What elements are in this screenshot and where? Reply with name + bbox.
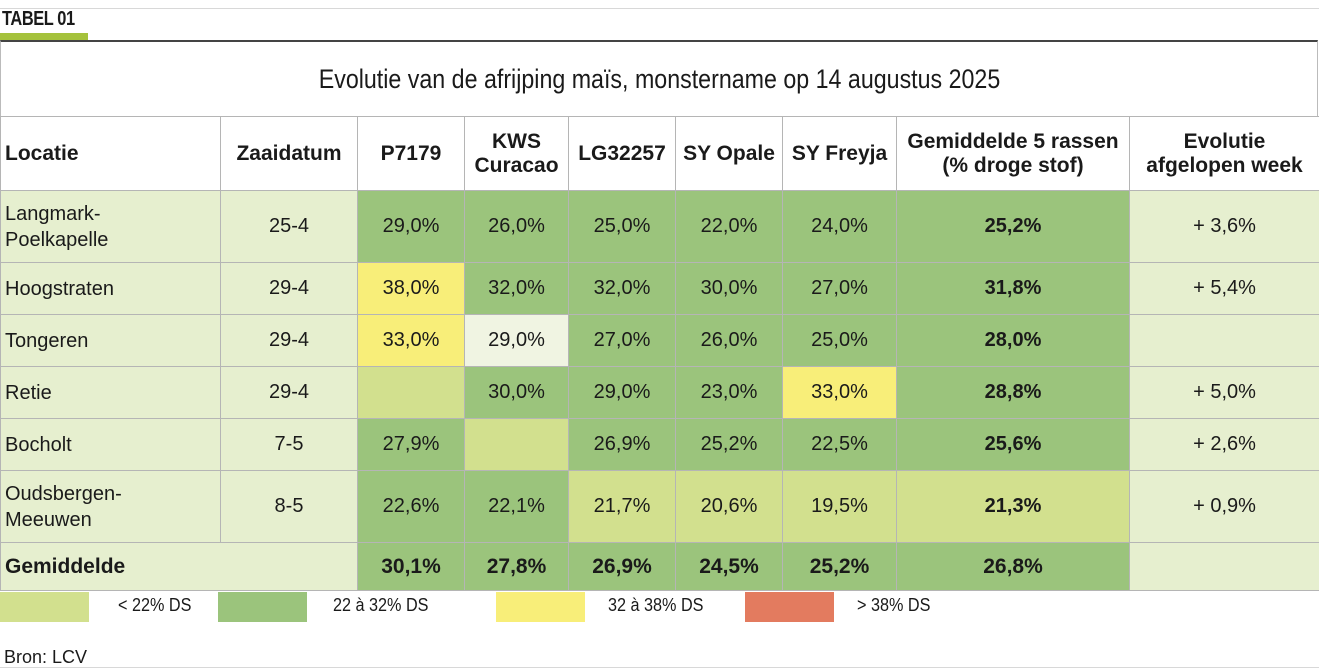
cell-avg-evolutie xyxy=(1129,542,1319,591)
header-sy-opale: SY Opale xyxy=(675,116,783,191)
cell-kws: 29,0% xyxy=(464,314,569,367)
cell-avg-kws: 27,8% xyxy=(464,542,569,591)
header-lg32257: LG32257 xyxy=(568,116,676,191)
table-row: Retie 29-4 30,0% 29,0% 23,0% 33,0% 28,8%… xyxy=(0,366,1319,419)
cell-evolutie: + 0,9% xyxy=(1129,470,1319,543)
cell-lg: 25,0% xyxy=(568,190,676,263)
bottom-rule xyxy=(0,667,1319,668)
cell-lg: 21,7% xyxy=(568,470,676,543)
legend-swatch-32-38 xyxy=(496,592,585,622)
cell-p7179: 27,9% xyxy=(357,418,465,471)
cell-zaaidatum: 8-5 xyxy=(220,470,358,543)
cell-opale: 22,0% xyxy=(675,190,783,263)
header-kws-curacao: KWS Curacao xyxy=(464,116,569,191)
table-row: Oudsbergen- Meeuwen 8-5 22,6% 22,1% 21,7… xyxy=(0,470,1319,543)
cell-lg: 26,9% xyxy=(568,418,676,471)
header-row: Locatie Zaaidatum P7179 KWS Curacao LG32… xyxy=(0,116,1319,191)
legend-label-32-38: 32 à 38% DS xyxy=(608,595,704,615)
table-tag: TABEL 01 xyxy=(2,8,75,30)
cell-freyja: 24,0% xyxy=(782,190,897,263)
cell-opale: 25,2% xyxy=(675,418,783,471)
table-row: Tongeren 29-4 33,0% 29,0% 27,0% 26,0% 25… xyxy=(0,314,1319,367)
cell-p7179: 33,0% xyxy=(357,314,465,367)
cell-zaaidatum: 7-5 xyxy=(220,418,358,471)
cell-freyja: 25,0% xyxy=(782,314,897,367)
legend-label-22-32: 22 à 32% DS xyxy=(333,595,429,615)
average-row: Gemiddelde 30,1% 27,8% 26,9% 24,5% 25,2%… xyxy=(0,542,1319,591)
legend-label-gt38: > 38% DS xyxy=(857,595,931,615)
cell-kws: 32,0% xyxy=(464,262,569,315)
legend-swatch-lt22 xyxy=(0,592,89,622)
cell-lg: 32,0% xyxy=(568,262,676,315)
header-locatie: Locatie xyxy=(0,116,221,191)
cell-locatie: Langmark- Poelkapelle xyxy=(0,190,221,263)
cell-avg-freyja: 25,2% xyxy=(782,542,897,591)
cell-gemiddelde: 28,0% xyxy=(896,314,1130,367)
cell-avg-p7179: 30,1% xyxy=(357,542,465,591)
legend-label-lt22: < 22% DS xyxy=(118,595,192,615)
legend-swatch-gt38 xyxy=(745,592,834,622)
cell-evolutie: + 5,0% xyxy=(1129,366,1319,419)
source-text: Bron: LCV xyxy=(4,647,88,667)
cell-evolutie: + 2,6% xyxy=(1129,418,1319,471)
cell-avg-lg: 26,9% xyxy=(568,542,676,591)
cell-locatie: Tongeren xyxy=(0,314,221,367)
header-p7179: P7179 xyxy=(357,116,465,191)
cell-kws: 22,1% xyxy=(464,470,569,543)
cell-zaaidatum: 29-4 xyxy=(220,366,358,419)
cell-p7179: 29,0% xyxy=(357,190,465,263)
cell-kws: 30,0% xyxy=(464,366,569,419)
cell-evolutie: + 5,4% xyxy=(1129,262,1319,315)
header-evolutie: Evolutie afgelopen week xyxy=(1129,116,1319,191)
cell-opale: 23,0% xyxy=(675,366,783,419)
cell-p7179 xyxy=(357,366,465,419)
cell-locatie: Oudsbergen- Meeuwen xyxy=(0,470,221,543)
cell-freyja: 33,0% xyxy=(782,366,897,419)
cell-kws: 26,0% xyxy=(464,190,569,263)
cell-p7179: 38,0% xyxy=(357,262,465,315)
cell-lg: 29,0% xyxy=(568,366,676,419)
cell-kws xyxy=(464,418,569,471)
cell-zaaidatum: 29-4 xyxy=(220,314,358,367)
cell-locatie: Hoogstraten xyxy=(0,262,221,315)
cell-freyja: 27,0% xyxy=(782,262,897,315)
cell-locatie: Bocholt xyxy=(0,418,221,471)
cell-freyja: 19,5% xyxy=(782,470,897,543)
header-sy-freyja: SY Freyja xyxy=(782,116,897,191)
cell-opale: 20,6% xyxy=(675,470,783,543)
table-row: Langmark- Poelkapelle 25-4 29,0% 26,0% 2… xyxy=(0,190,1319,263)
table-title: Evolutie van de afrijping maïs, monstern… xyxy=(318,64,1001,94)
cell-evolutie xyxy=(1129,314,1319,367)
legend-swatch-22-32 xyxy=(218,592,307,622)
top-rule xyxy=(0,8,1319,9)
cell-gemiddelde: 31,8% xyxy=(896,262,1130,315)
cell-lg: 27,0% xyxy=(568,314,676,367)
cell-zaaidatum: 25-4 xyxy=(220,190,358,263)
data-table: Locatie Zaaidatum P7179 KWS Curacao LG32… xyxy=(0,116,1319,591)
cell-gemiddelde-label: Gemiddelde xyxy=(0,542,358,591)
header-zaaidatum: Zaaidatum xyxy=(220,116,358,191)
cell-opale: 30,0% xyxy=(675,262,783,315)
cell-zaaidatum: 29-4 xyxy=(220,262,358,315)
cell-gemiddelde: 28,8% xyxy=(896,366,1130,419)
cell-evolutie: + 3,6% xyxy=(1129,190,1319,263)
legend: < 22% DS 22 à 32% DS 32 à 38% DS > 38% D… xyxy=(0,592,1319,622)
table-row: Bocholt 7-5 27,9% 26,9% 25,2% 22,5% 25,6… xyxy=(0,418,1319,471)
table-row: Hoogstraten 29-4 38,0% 32,0% 32,0% 30,0%… xyxy=(0,262,1319,315)
cell-gemiddelde: 25,2% xyxy=(896,190,1130,263)
cell-opale: 26,0% xyxy=(675,314,783,367)
cell-avg-opale: 24,5% xyxy=(675,542,783,591)
cell-gemiddelde: 25,6% xyxy=(896,418,1130,471)
cell-locatie: Retie xyxy=(0,366,221,419)
cell-avg-gemiddelde: 26,8% xyxy=(896,542,1130,591)
header-gemiddelde: Gemiddelde 5 rassen (% droge stof) xyxy=(896,116,1130,191)
cell-freyja: 22,5% xyxy=(782,418,897,471)
tag-underline xyxy=(0,33,88,40)
cell-gemiddelde: 21,3% xyxy=(896,470,1130,543)
cell-p7179: 22,6% xyxy=(357,470,465,543)
